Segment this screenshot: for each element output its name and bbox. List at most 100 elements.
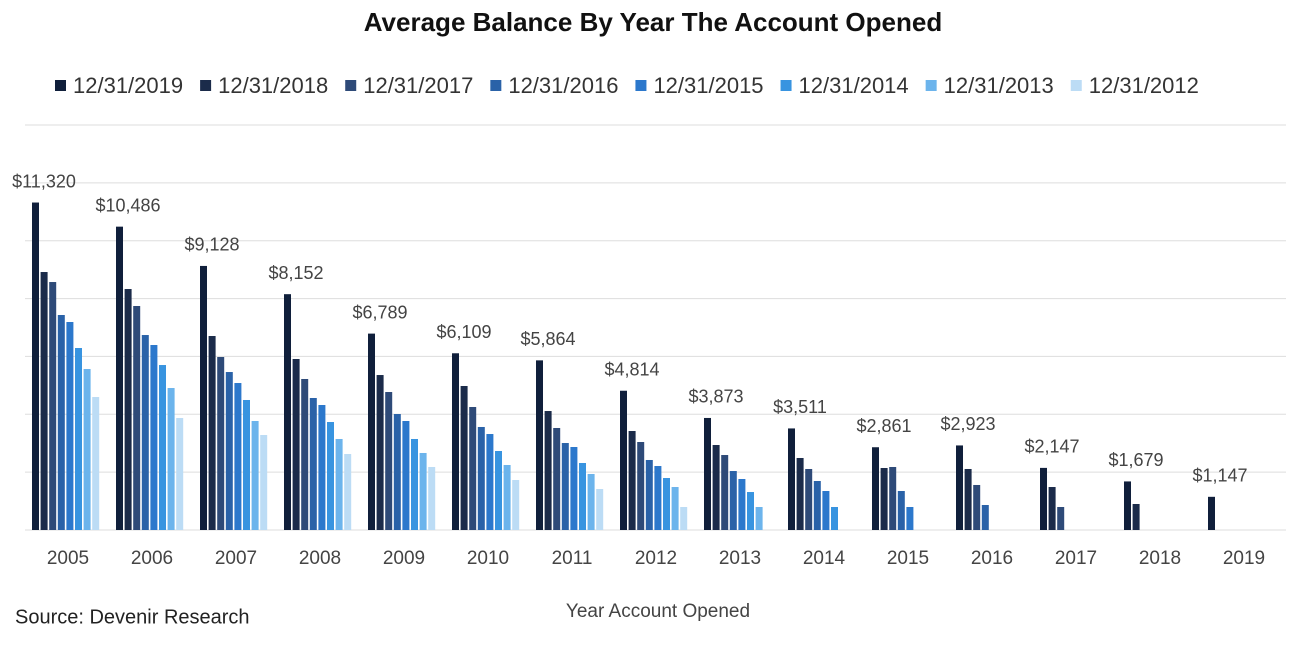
bar: [419, 452, 427, 530]
bar: [906, 507, 914, 530]
value-label: $10,486: [95, 195, 160, 215]
legend-label: 12/31/2016: [508, 73, 618, 98]
bar: [872, 447, 879, 530]
x-tick-label: 2010: [467, 548, 509, 569]
bar: [553, 427, 561, 530]
bar: [813, 480, 821, 530]
legend-label: 12/31/2017: [363, 73, 473, 98]
bar: [124, 289, 132, 530]
bar: [755, 507, 763, 530]
x-tick-label: 2006: [131, 548, 173, 569]
bar: [680, 507, 688, 530]
bar: [402, 420, 410, 530]
bar: [897, 491, 905, 530]
bar: [57, 315, 65, 530]
legend-swatch: [780, 80, 792, 91]
bar: [544, 411, 552, 530]
value-label: $1,147: [1192, 466, 1247, 486]
bar: [587, 473, 595, 530]
source: Source: Devenir Research: [15, 606, 250, 628]
bar: [335, 438, 343, 530]
bar: [503, 464, 511, 530]
x-tick-label: 2011: [552, 548, 593, 569]
bar: [260, 434, 268, 530]
legend-swatch: [925, 80, 937, 91]
bar: [964, 468, 972, 530]
bar: [561, 443, 569, 530]
value-label: $4,814: [604, 359, 659, 379]
bar: [452, 353, 459, 530]
bar: [92, 397, 100, 530]
bar: [66, 322, 74, 530]
bar: [251, 420, 259, 530]
bar: [663, 478, 670, 530]
bar: [712, 445, 720, 530]
bar: [570, 447, 578, 530]
bar: [32, 202, 39, 530]
bar: [637, 441, 645, 530]
x-tick-label: 2007: [215, 548, 257, 569]
legend-label: 12/31/2018: [218, 73, 328, 98]
bar: [831, 507, 838, 530]
bar: [889, 466, 897, 530]
value-label: $6,109: [436, 322, 491, 342]
x-tick-label: 2009: [383, 548, 425, 569]
bar: [805, 468, 813, 530]
bar: [225, 372, 233, 530]
x-tick-label: 2008: [299, 548, 341, 569]
legend-swatch: [635, 80, 647, 91]
bar: [477, 426, 485, 530]
bar: [671, 487, 679, 530]
bar: [292, 359, 300, 530]
bar: [738, 478, 746, 530]
x-tick-label: 2014: [803, 548, 846, 569]
bar: [981, 505, 989, 530]
bar: [486, 434, 494, 530]
x-tick-label: 2012: [635, 548, 677, 569]
value-label: $2,923: [940, 414, 995, 434]
legend-swatch: [55, 80, 66, 91]
bar: [150, 345, 158, 530]
bar: [167, 388, 175, 530]
value-label: $2,861: [856, 416, 911, 436]
bar: [796, 457, 804, 530]
bar: [116, 226, 123, 530]
x-tick-label: 2013: [719, 548, 761, 569]
bar: [200, 265, 207, 530]
bar: [956, 445, 963, 530]
value-label: $1,679: [1108, 450, 1163, 470]
bar: [747, 492, 754, 530]
x-tick-label: 2019: [1223, 548, 1265, 569]
bar: [83, 369, 91, 530]
legend-label: 12/31/2013: [944, 73, 1054, 98]
bar: [159, 365, 166, 530]
bar: [49, 282, 57, 530]
x-axis-title: Year Account Opened: [566, 601, 750, 622]
value-label: $8,152: [268, 263, 323, 283]
bar: [411, 438, 418, 530]
bar: [1208, 496, 1215, 530]
chart-title: Average Balance By Year The Account Open…: [364, 7, 942, 37]
bar: [469, 406, 477, 530]
bar: [729, 471, 737, 530]
bar: [495, 450, 502, 530]
bar: [243, 399, 250, 530]
x-tick-label: 2005: [47, 548, 89, 569]
value-label: $2,147: [1024, 437, 1079, 457]
bar: [208, 336, 216, 530]
value-label: $3,873: [688, 387, 743, 407]
bar: [579, 463, 586, 530]
bar: [301, 378, 309, 530]
bar: [1040, 467, 1047, 530]
value-label: $11,320: [12, 171, 76, 191]
bar: [596, 489, 604, 530]
x-tick-label: 2018: [1139, 548, 1181, 569]
legend-label: 12/31/2014: [799, 73, 909, 98]
value-label: $9,128: [184, 235, 239, 255]
bar: [309, 397, 317, 530]
bar: [40, 272, 48, 530]
bar: [318, 404, 326, 530]
bar: [645, 459, 653, 530]
legend-label: 12/31/2019: [73, 73, 183, 98]
